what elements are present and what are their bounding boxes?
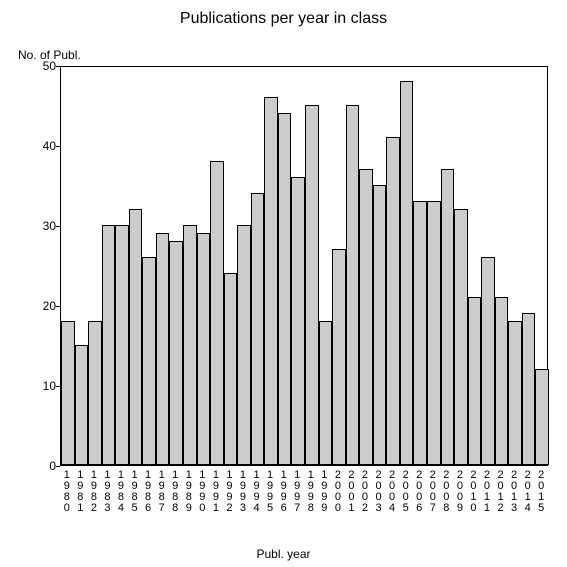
bar xyxy=(441,169,455,465)
x-tick-label: 1983 xyxy=(101,470,115,514)
bar xyxy=(400,81,414,465)
x-tick-label: 2001 xyxy=(345,470,359,514)
y-tick-label: 50 xyxy=(30,59,56,73)
bar xyxy=(251,193,265,465)
bar xyxy=(291,177,305,465)
bar xyxy=(346,105,360,465)
y-tick-label: 20 xyxy=(30,299,56,313)
x-tick-label: 1995 xyxy=(263,470,277,514)
bar xyxy=(88,321,102,465)
bar xyxy=(224,273,238,465)
x-tick-label: 1991 xyxy=(209,470,223,514)
x-axis-ticks: 1980198119821983198419851986198719881989… xyxy=(60,468,548,528)
x-tick-label: 1993 xyxy=(236,470,250,514)
x-tick-label: 1984 xyxy=(114,470,128,514)
x-tick-label: 2007 xyxy=(426,470,440,514)
bar xyxy=(495,297,509,465)
bar xyxy=(278,113,292,465)
bar xyxy=(197,233,211,465)
x-tick-label: 1990 xyxy=(196,470,210,514)
bar xyxy=(373,185,387,465)
bar xyxy=(522,313,536,465)
bar xyxy=(386,137,400,465)
x-tick-label: 1998 xyxy=(304,470,318,514)
x-tick-label: 1980 xyxy=(60,470,74,514)
bar xyxy=(454,209,468,465)
chart-container: Publications per year in class No. of Pu… xyxy=(0,0,567,567)
x-tick-label: 1982 xyxy=(87,470,101,514)
y-tick-label: 0 xyxy=(30,459,56,473)
x-tick-label: 2008 xyxy=(440,470,454,514)
x-tick-label: 2004 xyxy=(385,470,399,514)
x-tick-label: 2015 xyxy=(534,470,548,514)
chart-title: Publications per year in class xyxy=(0,10,567,28)
bar xyxy=(427,201,441,465)
x-tick-label: 1999 xyxy=(318,470,332,514)
x-tick-label: 2005 xyxy=(399,470,413,514)
bar xyxy=(169,241,183,465)
bar xyxy=(508,321,522,465)
bar xyxy=(468,297,482,465)
bar xyxy=(264,97,278,465)
y-tick-label: 10 xyxy=(30,379,56,393)
y-tick-label: 40 xyxy=(30,139,56,153)
x-tick-label: 1992 xyxy=(223,470,237,514)
bar xyxy=(413,201,427,465)
x-tick-label: 1981 xyxy=(74,470,88,514)
x-tick-label: 1987 xyxy=(155,470,169,514)
bar xyxy=(183,225,197,465)
bar xyxy=(319,321,333,465)
x-tick-label: 2009 xyxy=(453,470,467,514)
x-tick-label: 2002 xyxy=(358,470,372,514)
bars-group xyxy=(61,67,547,465)
x-tick-label: 1985 xyxy=(128,470,142,514)
x-tick-label: 1996 xyxy=(277,470,291,514)
x-tick-label: 2012 xyxy=(494,470,508,514)
bar xyxy=(359,169,373,465)
x-tick-label: 2006 xyxy=(412,470,426,514)
bar xyxy=(535,369,549,465)
x-axis-label: Publ. year xyxy=(0,547,567,561)
x-tick-label: 2000 xyxy=(331,470,345,514)
x-tick-label: 1989 xyxy=(182,470,196,514)
x-tick-label: 1994 xyxy=(250,470,264,514)
x-tick-label: 1988 xyxy=(168,470,182,514)
x-tick-label: 2011 xyxy=(480,470,494,514)
bar xyxy=(129,209,143,465)
bar xyxy=(210,161,224,465)
bar xyxy=(305,105,319,465)
x-tick-label: 2010 xyxy=(467,470,481,514)
plot-area xyxy=(60,66,548,466)
y-tick-mark xyxy=(56,466,60,467)
bar xyxy=(481,257,495,465)
bar xyxy=(61,321,75,465)
bar xyxy=(156,233,170,465)
x-tick-label: 1986 xyxy=(141,470,155,514)
bar xyxy=(142,257,156,465)
x-tick-label: 2014 xyxy=(521,470,535,514)
x-tick-label: 2003 xyxy=(372,470,386,514)
x-tick-label: 2013 xyxy=(507,470,521,514)
x-tick-label: 1997 xyxy=(290,470,304,514)
bar xyxy=(237,225,251,465)
bar xyxy=(102,225,116,465)
bar xyxy=(332,249,346,465)
bar xyxy=(75,345,89,465)
bar xyxy=(115,225,129,465)
y-tick-label: 30 xyxy=(30,219,56,233)
